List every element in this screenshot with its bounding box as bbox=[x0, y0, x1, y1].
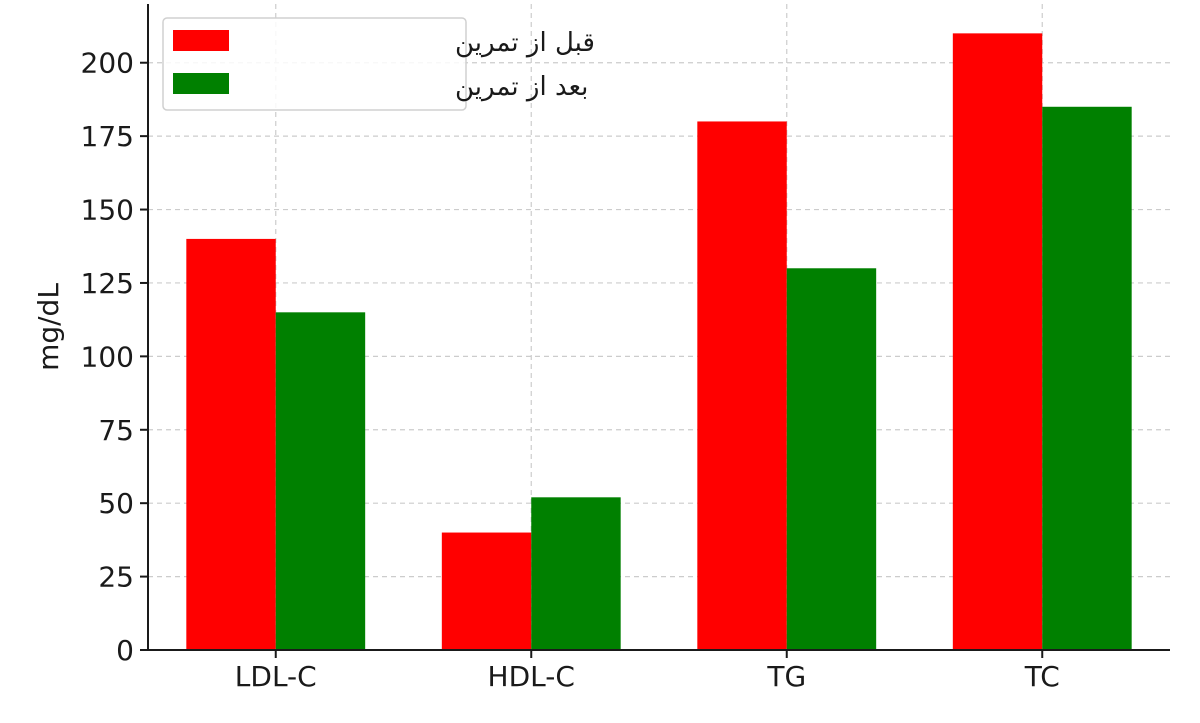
legend-label-after: بعد از تمرین bbox=[455, 72, 588, 102]
bar-after-tc bbox=[1042, 106, 1132, 651]
legend-label-before: قبل از تمرین bbox=[455, 28, 595, 58]
y-tick-label: 200 bbox=[81, 47, 134, 80]
y-tick-label: 0 bbox=[116, 634, 134, 667]
bar-before-tg bbox=[697, 121, 787, 651]
bar-before-ldl-c bbox=[186, 238, 276, 650]
legend-swatch-before bbox=[173, 30, 229, 51]
bar-after-hdl-c bbox=[531, 497, 621, 650]
y-tick-label: 125 bbox=[81, 267, 134, 300]
x-tick-label: HDL-C bbox=[488, 660, 575, 693]
y-tick-label: 150 bbox=[81, 194, 134, 227]
y-ticks: 0 25 50 75 100 125 150 175 200 bbox=[81, 47, 148, 667]
bar-before-tc bbox=[952, 33, 1043, 650]
legend-box bbox=[162, 17, 467, 111]
x-tick-label: TC bbox=[1024, 660, 1060, 693]
y-tick-label: 175 bbox=[81, 120, 134, 153]
legend: قبل از تمرین بعد از تمرین bbox=[162, 17, 595, 111]
bars bbox=[186, 33, 1132, 651]
x-tick-label: TG bbox=[766, 660, 806, 693]
y-tick-label: 100 bbox=[81, 340, 134, 373]
x-tick-label: LDL-C bbox=[235, 660, 317, 693]
x-ticks: LDL-C HDL-C TG TC bbox=[235, 650, 1060, 693]
y-tick-label: 25 bbox=[98, 561, 134, 594]
y-tick-label: 75 bbox=[98, 414, 134, 447]
y-tick-label: 50 bbox=[98, 487, 134, 520]
legend-swatch-after bbox=[173, 73, 229, 94]
bar-before-hdl-c bbox=[441, 532, 532, 650]
y-axis-title: mg/dL bbox=[32, 283, 65, 371]
axes bbox=[147, 4, 1170, 651]
bar-after-tg bbox=[786, 268, 877, 650]
bar-after-ldl-c bbox=[275, 312, 366, 650]
